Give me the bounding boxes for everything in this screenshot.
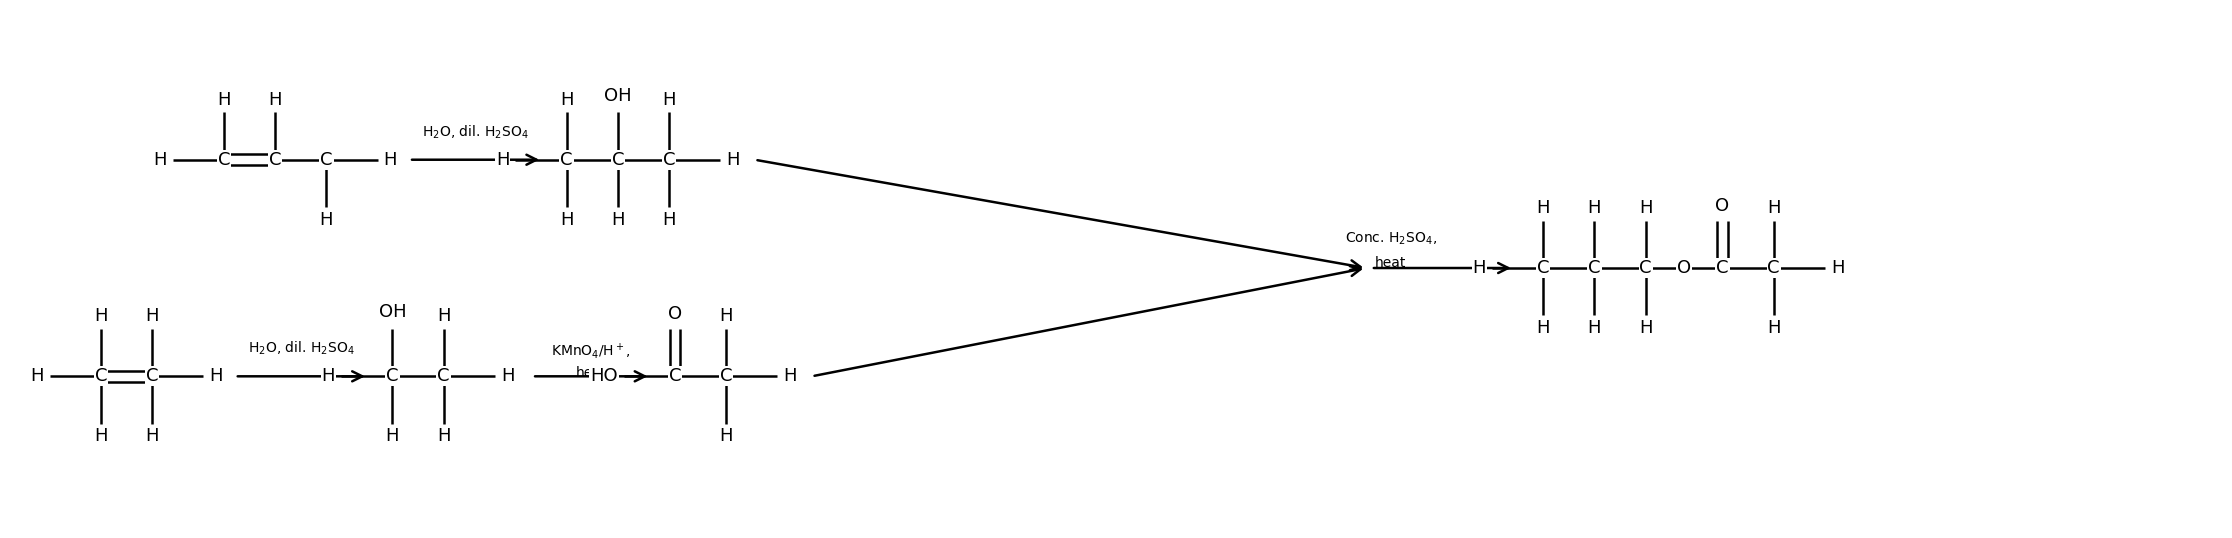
Text: H: H — [719, 307, 732, 325]
Text: H: H — [217, 91, 230, 109]
Text: C: C — [437, 367, 451, 385]
Text: C: C — [1716, 259, 1730, 277]
Text: C: C — [1589, 259, 1600, 277]
Text: O: O — [1676, 259, 1692, 277]
Text: H: H — [145, 307, 158, 325]
Text: heat: heat — [576, 366, 607, 380]
Text: C: C — [270, 151, 281, 169]
Text: H$_2$O, dil. H$_2$SO$_4$: H$_2$O, dil. H$_2$SO$_4$ — [248, 340, 355, 357]
Text: heat: heat — [1375, 256, 1406, 270]
Text: H: H — [94, 307, 107, 325]
Text: H: H — [154, 151, 167, 169]
Text: H: H — [145, 427, 158, 445]
Text: C: C — [1641, 259, 1652, 277]
Text: HO: HO — [589, 367, 618, 385]
Text: C: C — [319, 151, 333, 169]
Text: H: H — [437, 427, 451, 445]
Text: C: C — [560, 151, 574, 169]
Text: H: H — [496, 151, 509, 169]
Text: C: C — [721, 367, 732, 385]
Text: H: H — [1587, 319, 1600, 337]
Text: H: H — [500, 367, 513, 385]
Text: H: H — [319, 211, 333, 229]
Text: OH: OH — [605, 87, 632, 105]
Text: H: H — [384, 151, 397, 169]
Text: H: H — [268, 91, 281, 109]
Text: H: H — [1830, 259, 1844, 277]
Text: O: O — [667, 305, 683, 323]
Text: H: H — [321, 367, 335, 385]
Text: H: H — [1536, 199, 1549, 217]
Text: H: H — [94, 427, 107, 445]
Text: H: H — [210, 367, 223, 385]
Text: H$_2$O, dil. H$_2$SO$_4$: H$_2$O, dil. H$_2$SO$_4$ — [422, 123, 529, 141]
Text: C: C — [612, 151, 625, 169]
Text: O: O — [1716, 197, 1730, 215]
Text: H: H — [612, 211, 625, 229]
Text: H: H — [663, 91, 676, 109]
Text: H: H — [560, 211, 574, 229]
Text: C: C — [94, 367, 107, 385]
Text: H: H — [386, 427, 400, 445]
Text: Conc. H$_2$SO$_4$,: Conc. H$_2$SO$_4$, — [1344, 230, 1437, 247]
Text: C: C — [145, 367, 158, 385]
Text: C: C — [386, 367, 400, 385]
Text: H: H — [1638, 199, 1652, 217]
Text: H: H — [1638, 319, 1652, 337]
Text: H: H — [560, 91, 574, 109]
Text: H: H — [719, 427, 732, 445]
Text: C: C — [1768, 259, 1779, 277]
Text: H: H — [31, 367, 45, 385]
Text: H: H — [725, 151, 739, 169]
Text: H: H — [1473, 259, 1487, 277]
Text: C: C — [663, 151, 676, 169]
Text: C: C — [670, 367, 681, 385]
Text: H: H — [1587, 199, 1600, 217]
Text: H: H — [1536, 319, 1549, 337]
Text: H: H — [783, 367, 797, 385]
Text: H: H — [663, 211, 676, 229]
Text: C: C — [219, 151, 230, 169]
Text: KMnO$_4$/H$^+$,: KMnO$_4$/H$^+$, — [551, 341, 632, 360]
Text: C: C — [1538, 259, 1549, 277]
Text: OH: OH — [379, 303, 406, 321]
Text: H: H — [437, 307, 451, 325]
Text: H: H — [1768, 199, 1781, 217]
Text: H: H — [1768, 319, 1781, 337]
